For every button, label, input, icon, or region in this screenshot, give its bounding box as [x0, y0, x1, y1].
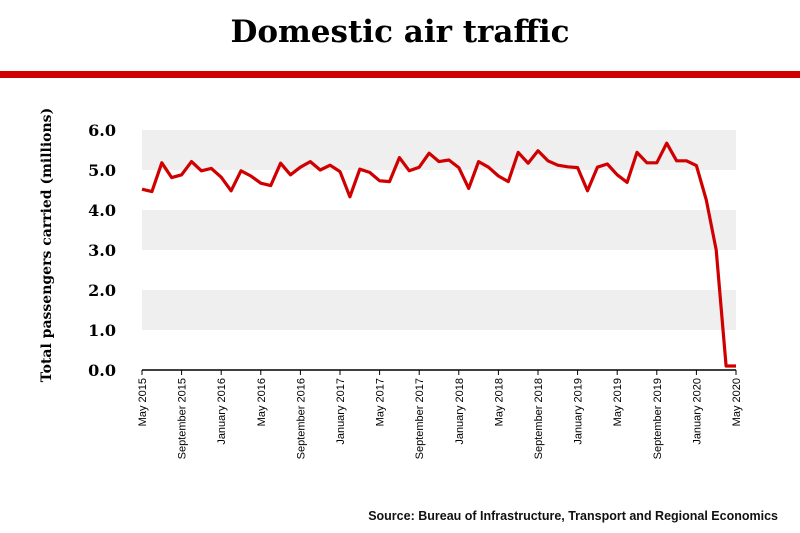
source-note: Source: Bureau of Infrastructure, Transp… — [368, 509, 778, 523]
x-tick-label: May 2016 — [256, 378, 268, 426]
x-tick-label: May 2020 — [731, 378, 743, 426]
x-tick-label: May 2018 — [493, 378, 505, 426]
x-tick-label: May 2015 — [137, 378, 149, 426]
x-tick-label: September 2019 — [652, 378, 664, 459]
y-tick-label: 4.0 — [88, 201, 116, 220]
x-tick-label: January 2020 — [691, 378, 703, 445]
chart-title: Domestic air traffic — [230, 14, 570, 50]
x-tick-label: May 2017 — [375, 378, 387, 426]
y-tick-label: 5.0 — [88, 161, 116, 180]
grid-band — [142, 290, 736, 330]
grid-band — [142, 130, 736, 170]
x-tick-label: January 2018 — [454, 378, 466, 445]
x-tick-label: January 2019 — [573, 378, 585, 445]
y-tick-label: 6.0 — [88, 121, 116, 140]
y-tick-label: 0.0 — [88, 361, 116, 380]
x-tick-label: September 2018 — [533, 378, 545, 459]
data-line — [141, 141, 736, 368]
x-tick-label: January 2016 — [216, 378, 228, 445]
x-tick-label: January 2017 — [335, 378, 347, 445]
x-tick-label: September 2016 — [295, 378, 307, 459]
x-tick-label: September 2015 — [177, 378, 189, 459]
x-tick-label: May 2019 — [612, 378, 624, 426]
y-tick-label: 3.0 — [88, 241, 116, 260]
grid-band — [142, 210, 736, 250]
y-tick-label: 1.0 — [88, 321, 116, 340]
title-rule — [0, 71, 800, 78]
x-tick-label: September 2017 — [414, 378, 426, 459]
y-tick-label: 2.0 — [88, 281, 116, 300]
